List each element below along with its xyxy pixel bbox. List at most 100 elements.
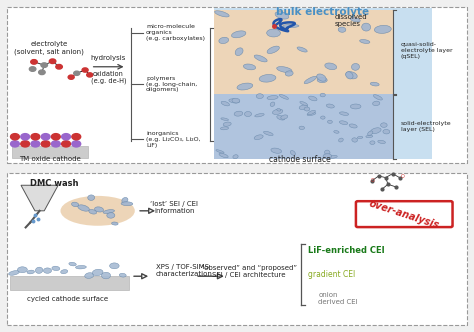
Circle shape: [56, 64, 63, 69]
Ellipse shape: [279, 95, 289, 99]
Ellipse shape: [267, 29, 281, 37]
Circle shape: [10, 133, 19, 140]
Text: bulk electrolyte: bulk electrolyte: [276, 7, 370, 18]
Ellipse shape: [320, 93, 325, 97]
FancyBboxPatch shape: [356, 201, 453, 227]
Circle shape: [51, 133, 60, 140]
Bar: [12, 145, 88, 158]
Circle shape: [10, 141, 19, 147]
Ellipse shape: [346, 72, 357, 79]
Ellipse shape: [352, 138, 357, 142]
Text: LiF-enriched CEI: LiF-enriched CEI: [308, 246, 384, 255]
Ellipse shape: [223, 122, 231, 126]
Circle shape: [49, 59, 56, 63]
Circle shape: [82, 68, 88, 72]
Ellipse shape: [299, 126, 304, 129]
Ellipse shape: [338, 27, 346, 32]
Ellipse shape: [346, 72, 353, 79]
Ellipse shape: [299, 105, 308, 110]
Ellipse shape: [111, 222, 118, 225]
Ellipse shape: [370, 82, 379, 86]
Circle shape: [31, 60, 37, 64]
Ellipse shape: [69, 262, 76, 266]
Ellipse shape: [277, 109, 281, 111]
Ellipse shape: [304, 76, 317, 84]
Ellipse shape: [216, 150, 224, 153]
Circle shape: [74, 71, 80, 75]
Circle shape: [62, 141, 71, 147]
Ellipse shape: [374, 95, 383, 100]
Circle shape: [39, 70, 45, 75]
Text: dissolved
species: dissolved species: [335, 14, 367, 27]
Ellipse shape: [234, 111, 243, 116]
Ellipse shape: [259, 74, 276, 82]
Text: DMC wash: DMC wash: [30, 179, 79, 188]
Ellipse shape: [349, 124, 357, 128]
Ellipse shape: [283, 24, 299, 28]
Ellipse shape: [122, 198, 128, 203]
Ellipse shape: [254, 135, 263, 140]
Text: solid-electrolyte
layer (SEL): solid-electrolyte layer (SEL): [401, 121, 451, 132]
Ellipse shape: [121, 202, 133, 206]
Circle shape: [72, 141, 81, 147]
Circle shape: [31, 133, 40, 140]
Text: gradient CEI: gradient CEI: [308, 270, 355, 280]
Ellipse shape: [254, 55, 267, 62]
Ellipse shape: [317, 77, 327, 83]
Circle shape: [41, 63, 47, 67]
Ellipse shape: [229, 99, 239, 103]
Ellipse shape: [89, 209, 97, 214]
Ellipse shape: [325, 150, 330, 155]
Circle shape: [29, 67, 36, 71]
Ellipse shape: [370, 141, 375, 144]
Ellipse shape: [304, 107, 310, 111]
Ellipse shape: [357, 136, 363, 138]
Ellipse shape: [233, 155, 238, 159]
Ellipse shape: [220, 127, 228, 130]
Ellipse shape: [323, 154, 332, 159]
Ellipse shape: [383, 129, 390, 134]
Ellipse shape: [366, 135, 373, 137]
Ellipse shape: [329, 155, 337, 158]
Ellipse shape: [325, 63, 337, 70]
Ellipse shape: [101, 272, 110, 279]
Ellipse shape: [215, 11, 229, 17]
Circle shape: [68, 75, 74, 79]
Ellipse shape: [85, 273, 94, 278]
Text: cathode surface: cathode surface: [269, 155, 330, 164]
Ellipse shape: [381, 123, 387, 127]
Circle shape: [51, 141, 60, 147]
Ellipse shape: [317, 74, 326, 81]
Ellipse shape: [351, 63, 359, 70]
Bar: [214, 8, 432, 159]
Bar: [10, 276, 129, 290]
Text: inorganics
(e.g. Li₂CO₃, Li₂O,
LiF): inorganics (e.g. Li₂CO₃, Li₂O, LiF): [146, 131, 201, 148]
Ellipse shape: [52, 266, 60, 271]
Ellipse shape: [235, 48, 243, 55]
Ellipse shape: [285, 71, 293, 76]
Ellipse shape: [103, 209, 115, 213]
Ellipse shape: [245, 112, 252, 117]
Ellipse shape: [277, 67, 292, 72]
Ellipse shape: [119, 273, 126, 277]
Ellipse shape: [271, 148, 282, 153]
Text: “observed” and “proposed”
SEI / CEI architecture: “observed” and “proposed” SEI / CEI arch…: [201, 265, 297, 278]
Ellipse shape: [78, 205, 89, 211]
Text: micro-molecule
organics
(e.g. carboxylates): micro-molecule organics (e.g. carboxylat…: [146, 24, 205, 41]
Ellipse shape: [338, 138, 343, 142]
Text: onion
derived CEI: onion derived CEI: [319, 291, 358, 305]
Ellipse shape: [281, 115, 288, 119]
Ellipse shape: [326, 104, 334, 108]
Circle shape: [31, 141, 40, 147]
Ellipse shape: [221, 118, 228, 121]
Ellipse shape: [219, 37, 228, 43]
Ellipse shape: [92, 269, 103, 276]
Text: XPS / TOF-SIMS
characterization: XPS / TOF-SIMS characterization: [155, 264, 212, 277]
Ellipse shape: [371, 128, 381, 133]
Text: quasi-solid-
electrolyte layer
(qSEL): quasi-solid- electrolyte layer (qSEL): [401, 42, 452, 59]
Ellipse shape: [368, 131, 373, 135]
Ellipse shape: [256, 94, 264, 99]
Text: O: O: [401, 174, 404, 179]
Text: hydrolysis: hydrolysis: [91, 55, 126, 61]
Ellipse shape: [362, 23, 371, 31]
